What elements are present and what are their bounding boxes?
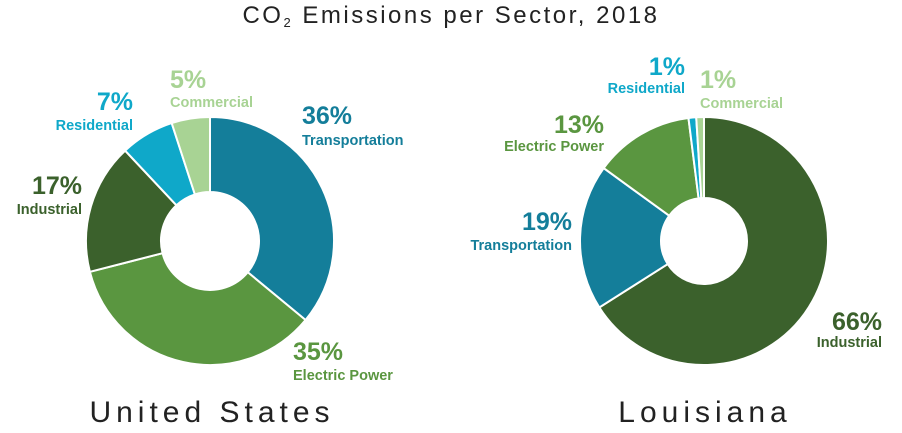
data-label-industrial: 66% [832, 308, 882, 336]
category-label-industrial: Industrial [817, 335, 882, 351]
category-label-electric-power: Electric Power [293, 368, 393, 384]
donut-hole [162, 193, 258, 289]
data-label-industrial: 17% [32, 172, 82, 200]
donut-chart-0: 36% Transportation 35% Electric Power 17% Ind… [17, 66, 404, 429]
category-label-transportation: Transportation [302, 133, 404, 149]
title-text-rest: Emissions per Sector, 2018 [293, 2, 660, 29]
donut-hole [662, 199, 746, 283]
data-label-residential: 1% [649, 53, 685, 81]
slice-transportation [579, 166, 671, 309]
category-label-commercial: Commercial [700, 96, 783, 112]
slice-commercial [170, 115, 211, 196]
data-label-commercial: 1% [700, 66, 736, 94]
slice-electric-power [88, 251, 307, 367]
slice-industrial [597, 115, 829, 366]
data-label-electric-power: 35% [293, 338, 343, 366]
data-label-transportation: 19% [522, 208, 572, 236]
donut-chart-1: 66%Industrial 19% Transportation 13%Electri… [470, 53, 882, 429]
title-text: CO [242, 2, 284, 29]
category-label-industrial: Industrial [17, 202, 82, 218]
data-label-transportation: 36% [302, 102, 352, 130]
title-subscript: 2 [283, 15, 294, 30]
chart-title: CO2 Emissions per Sector, 2018 [0, 2, 902, 30]
category-label-commercial: Commercial [170, 95, 253, 111]
data-label-residential: 7% [97, 88, 133, 116]
category-label-electric-power: Electric Power [504, 139, 604, 155]
category-label-transportation: Transportation [470, 238, 572, 254]
category-label-residential: Residential [608, 81, 685, 97]
data-label-electric-power: 13% [554, 111, 604, 139]
category-label-residential: Residential [56, 118, 133, 134]
slice-transportation [209, 115, 335, 322]
chart-caption-1: Louisiana [618, 396, 791, 429]
slice-industrial [85, 149, 178, 274]
slice-commercial [695, 115, 705, 200]
chart-caption-0: United States [89, 396, 334, 429]
data-label-commercial: 5% [170, 66, 206, 94]
